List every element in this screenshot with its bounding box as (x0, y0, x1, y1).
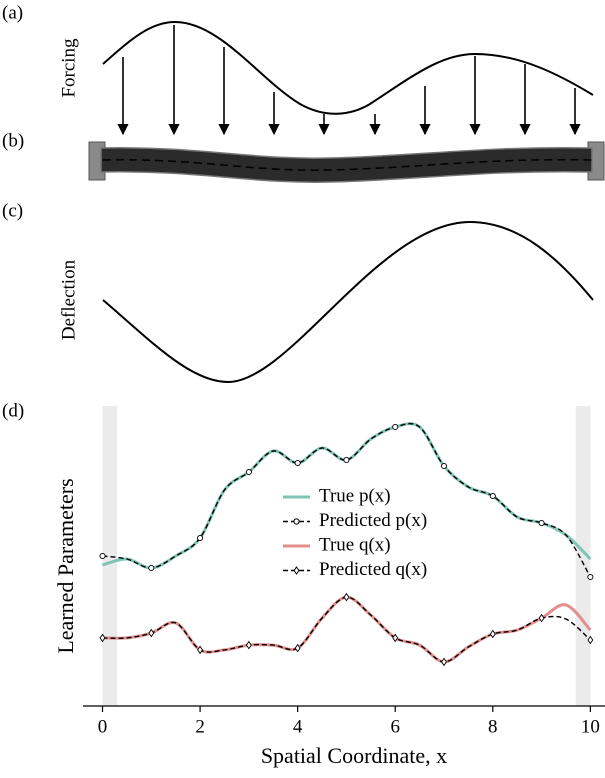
point-marker (197, 534, 204, 542)
x-tick-label: 10 (581, 716, 600, 737)
legend-label: True q(x) (319, 534, 391, 555)
legend-marker (293, 566, 300, 575)
point-marker (587, 573, 594, 581)
point-marker (538, 613, 545, 623)
legend-label: Predicted p(x) (319, 510, 427, 531)
point-marker (197, 645, 204, 655)
point-marker (148, 564, 155, 572)
point-marker (294, 643, 301, 653)
series-line (102, 422, 591, 578)
beam-axis (102, 159, 593, 171)
point-marker (245, 640, 252, 650)
point-marker (99, 552, 106, 560)
series-line (102, 595, 592, 664)
x-axis-label: Spatial Coordinate, x (261, 743, 447, 768)
chart: 0 2 4 6 8 10 Spatial Coordinate, x Learned Para… (53, 406, 605, 768)
x-tick-label: 4 (293, 716, 303, 737)
point-marker (441, 657, 447, 667)
panel-ylabel: Deflection (58, 259, 79, 340)
point-marker (489, 629, 496, 639)
point-marker (489, 492, 496, 500)
point-marker (392, 423, 399, 431)
deflection-curve (102, 220, 594, 384)
shaded-region (575, 406, 591, 706)
panel-label: (a) (2, 2, 23, 23)
panel-label: (b) (2, 130, 24, 151)
point-marker (343, 592, 350, 602)
panel-label: (d) (2, 400, 24, 421)
point-marker (587, 635, 594, 645)
x-tick-label: 8 (488, 716, 498, 737)
point-marker (538, 519, 545, 527)
point-marker (440, 462, 448, 470)
point-marker (245, 468, 252, 476)
x-tick-label: 0 (98, 716, 108, 737)
legend-marker (293, 518, 300, 525)
legend-label: Predicted q(x) (319, 559, 427, 580)
legend-label: True p(x) (319, 485, 391, 506)
shaded-region (102, 406, 118, 706)
y-axis-label: Learned Parameters (53, 478, 78, 653)
forcing-curve (102, 20, 594, 115)
panel-label: (c) (2, 200, 23, 221)
panel-ylabel: Forcing (58, 38, 79, 98)
point-marker (343, 456, 350, 464)
beam (100, 147, 593, 183)
x-tick-label: 2 (195, 716, 205, 737)
point-marker (392, 633, 399, 643)
forcing-arrows (117, 25, 581, 136)
point-marker (294, 459, 301, 467)
point-marker (148, 628, 155, 638)
x-tick-label: 6 (390, 716, 400, 737)
point-marker (99, 633, 106, 643)
